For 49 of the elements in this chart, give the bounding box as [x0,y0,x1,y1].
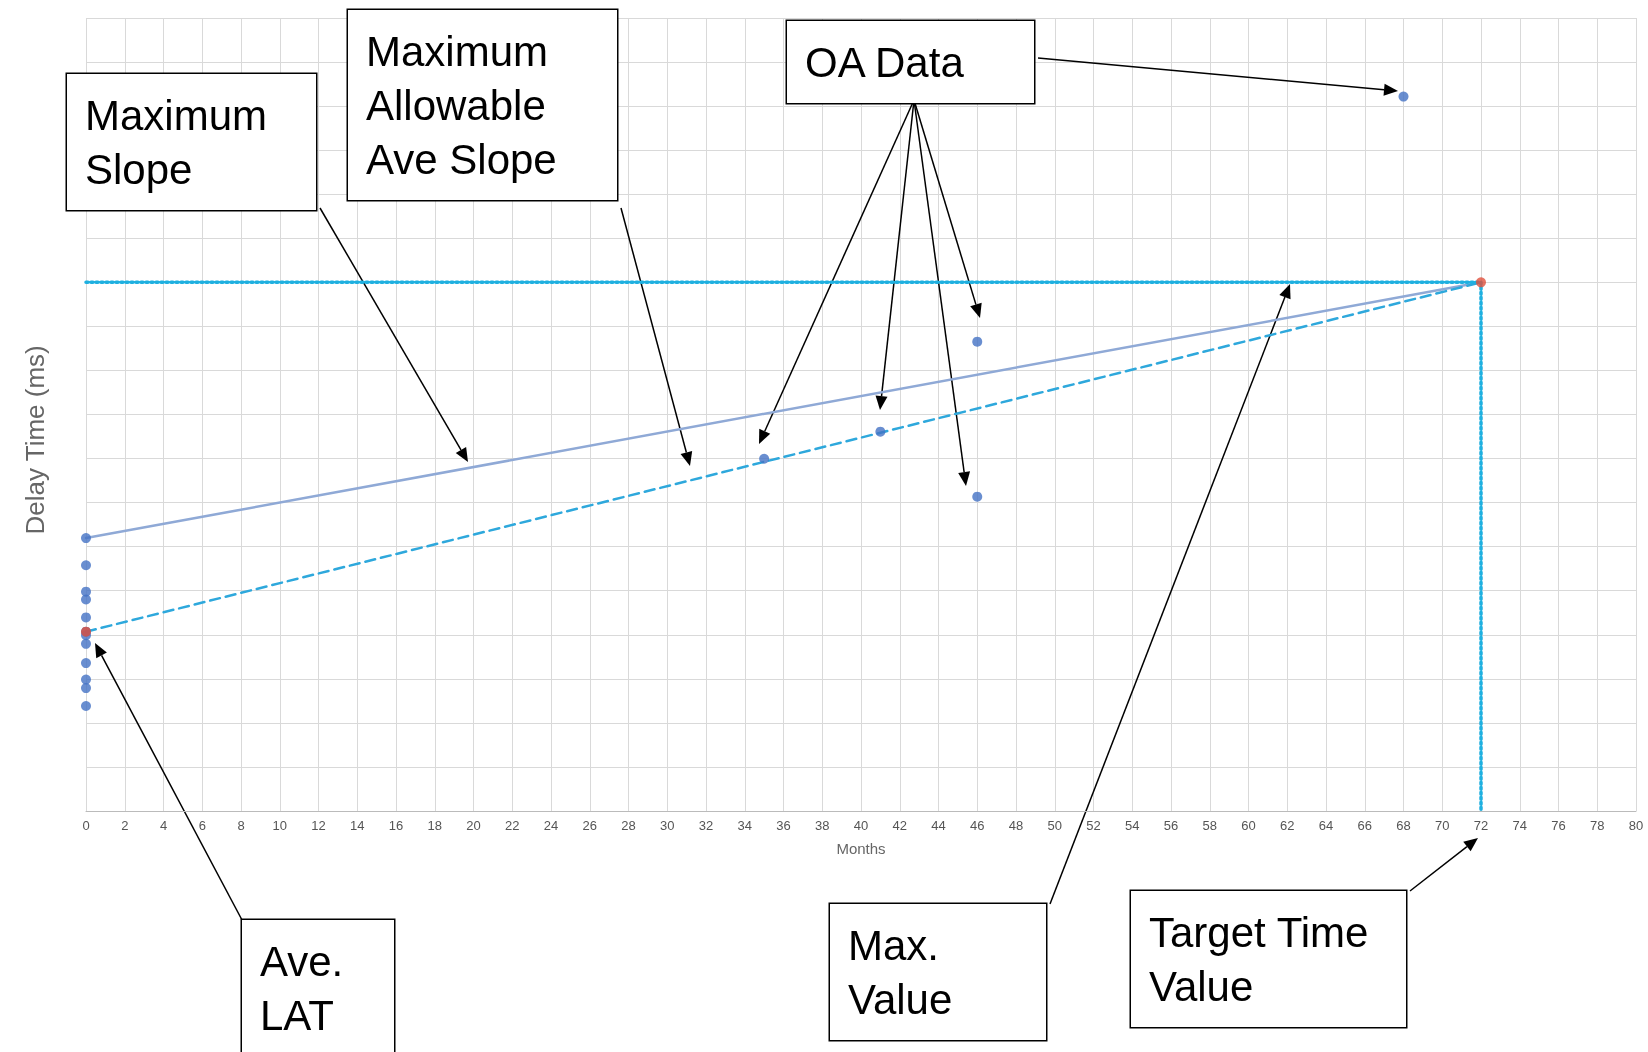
x-axis-title: Months [836,840,886,857]
x-tick-label: 2 [121,818,129,833]
x-tick-label: 40 [853,818,869,833]
x-tick-label: 28 [621,818,636,833]
x-tick-label: 68 [1396,818,1411,833]
x-tick-label: 76 [1551,818,1566,833]
x-tick-label: 56 [1163,818,1179,833]
x-tick-label: 74 [1512,818,1527,833]
x-tick-label: 48 [1008,818,1024,833]
x-tick-label: 24 [543,818,559,833]
x-tick-label: 60 [1241,818,1256,833]
x-tick-label: 4 [159,818,168,833]
x-tick-label: 70 [1435,818,1450,833]
x-tick-label: 0 [82,818,90,833]
x-tick-label: 12 [311,818,326,833]
x-tick-label: 26 [582,818,597,833]
text: Max. Value [848,921,953,1023]
x-tick-label: 44 [931,818,946,833]
text: Target Time Value [1149,908,1381,1010]
x-tick-label: 32 [698,818,714,833]
x-tick-label: 22 [505,818,520,833]
y-axis-title: Delay Time (ms) [20,345,50,535]
annotation: Maximum Allowable Ave Slope [366,27,560,183]
x-tick-label: 30 [660,818,675,833]
x-tick-label: 64 [1318,818,1334,833]
x-tick-label: 8 [237,818,245,833]
x-tick-label: 46 [970,818,985,833]
x-tick-label: 72 [1473,818,1489,833]
x-tick-label: 66 [1357,818,1372,833]
x-tick-label: 6 [198,818,206,833]
annotation: Maximum Slope [85,91,279,193]
x-tick-label: 50 [1047,818,1062,833]
x-tick-label: 38 [815,818,830,833]
x-tick-label: 42 [892,818,907,833]
x-tick-label: 58 [1202,818,1217,833]
x-tick-label: 80 [1628,818,1644,833]
x-tick-label: 78 [1590,818,1605,833]
x-tick-label: 10 [272,818,287,833]
text: Ave. LAT [260,937,355,1039]
x-tick-label: 54 [1125,818,1140,833]
x-tick-label: 34 [737,818,752,833]
x-tick-label: 18 [427,818,442,833]
x-tick-label: 52 [1086,818,1101,833]
x-tick-label: 14 [350,818,365,833]
x-tick-label: 16 [388,818,404,833]
text: OA Data [805,38,965,86]
x-tick-label: 36 [776,818,791,833]
x-tick-label: 62 [1280,818,1295,833]
x-tick-label: 20 [466,818,481,833]
